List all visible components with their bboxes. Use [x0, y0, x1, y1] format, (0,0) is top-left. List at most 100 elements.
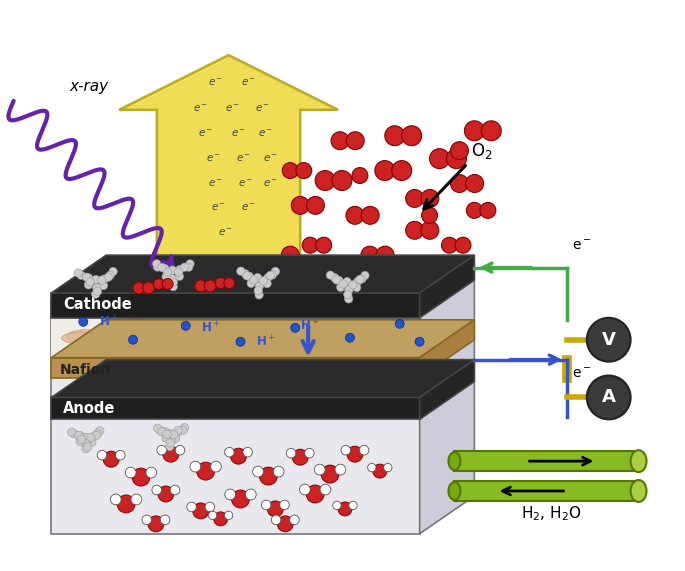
Text: Anode: Anode [64, 401, 116, 416]
Circle shape [376, 246, 394, 264]
Circle shape [429, 148, 449, 168]
Text: V: V [601, 331, 616, 349]
Circle shape [277, 516, 293, 532]
Circle shape [247, 279, 256, 288]
Circle shape [180, 424, 188, 432]
Polygon shape [51, 360, 474, 397]
Circle shape [332, 276, 340, 284]
Circle shape [349, 281, 357, 289]
Text: O$_2$: O$_2$ [471, 140, 493, 160]
Circle shape [186, 260, 194, 268]
Circle shape [392, 160, 412, 180]
Text: H$^+$: H$^+$ [256, 334, 275, 349]
Circle shape [158, 263, 166, 272]
Text: H$^+$: H$^+$ [301, 318, 320, 333]
Text: Cathode: Cathode [64, 297, 132, 312]
Circle shape [466, 202, 482, 218]
Circle shape [320, 484, 331, 495]
Circle shape [100, 275, 108, 283]
Circle shape [384, 464, 392, 472]
Circle shape [88, 433, 97, 441]
Circle shape [171, 485, 179, 495]
Circle shape [76, 432, 84, 440]
Text: e$^-$: e$^-$ [241, 202, 256, 213]
Circle shape [158, 428, 166, 436]
Circle shape [451, 175, 469, 192]
Circle shape [208, 511, 216, 520]
Circle shape [296, 163, 312, 179]
Circle shape [225, 448, 234, 457]
Circle shape [395, 319, 404, 328]
Ellipse shape [122, 324, 155, 337]
Circle shape [175, 272, 184, 280]
Circle shape [152, 485, 162, 495]
Circle shape [84, 281, 92, 289]
Circle shape [225, 511, 233, 520]
Circle shape [273, 466, 284, 477]
Circle shape [86, 278, 95, 286]
Circle shape [215, 278, 226, 288]
Circle shape [352, 167, 368, 183]
Circle shape [92, 275, 100, 284]
Circle shape [255, 282, 264, 290]
Ellipse shape [149, 334, 194, 345]
Circle shape [279, 500, 289, 510]
Circle shape [314, 464, 325, 475]
Circle shape [361, 271, 369, 280]
Circle shape [306, 485, 324, 503]
Circle shape [184, 263, 193, 271]
Circle shape [92, 431, 101, 440]
Text: e$^-$: e$^-$ [231, 128, 246, 139]
Circle shape [254, 287, 262, 295]
Polygon shape [51, 262, 474, 300]
Circle shape [480, 202, 496, 218]
Text: e$^-$: e$^-$ [211, 202, 226, 213]
Circle shape [245, 489, 256, 500]
Circle shape [266, 271, 275, 280]
Circle shape [164, 268, 172, 276]
Circle shape [316, 237, 332, 253]
Circle shape [82, 433, 90, 441]
Circle shape [331, 274, 339, 282]
Circle shape [106, 271, 114, 280]
Circle shape [182, 321, 190, 330]
Ellipse shape [352, 330, 389, 340]
Circle shape [302, 237, 318, 253]
Circle shape [195, 280, 207, 292]
Circle shape [282, 163, 298, 179]
Ellipse shape [449, 482, 460, 500]
Polygon shape [420, 255, 474, 318]
Circle shape [466, 175, 484, 192]
Circle shape [358, 275, 366, 283]
Circle shape [99, 282, 108, 289]
Circle shape [286, 448, 296, 458]
Text: e$^-$: e$^-$ [258, 128, 273, 139]
Circle shape [84, 274, 92, 282]
Text: e$^-$: e$^-$ [572, 239, 592, 253]
Circle shape [68, 428, 76, 436]
Circle shape [148, 516, 164, 532]
Ellipse shape [399, 321, 435, 334]
Circle shape [163, 446, 179, 462]
Polygon shape [51, 320, 474, 357]
Circle shape [88, 438, 96, 447]
Circle shape [271, 267, 279, 276]
Circle shape [171, 434, 179, 443]
Text: e$^-$: e$^-$ [206, 153, 221, 164]
Circle shape [385, 126, 405, 146]
Circle shape [93, 287, 101, 296]
Circle shape [155, 426, 164, 435]
Polygon shape [454, 451, 638, 471]
Circle shape [204, 280, 216, 292]
Circle shape [157, 445, 166, 455]
Ellipse shape [449, 452, 460, 470]
Text: e$^-$: e$^-$ [193, 103, 208, 114]
Ellipse shape [232, 321, 273, 336]
Text: e$^-$: e$^-$ [238, 178, 253, 189]
Circle shape [104, 273, 112, 282]
Circle shape [161, 264, 169, 273]
Circle shape [142, 282, 155, 294]
Ellipse shape [121, 318, 156, 332]
Text: e$^-$: e$^-$ [263, 153, 278, 164]
Polygon shape [119, 55, 338, 258]
